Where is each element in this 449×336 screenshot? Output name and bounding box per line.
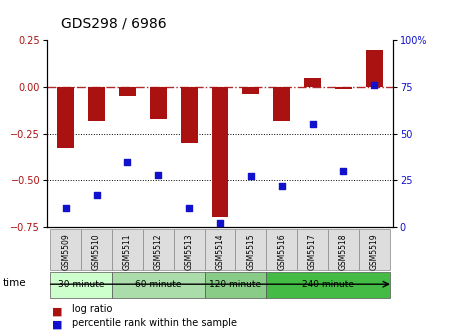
Text: GDS298 / 6986: GDS298 / 6986 xyxy=(61,17,166,31)
Bar xyxy=(119,87,136,96)
Bar xyxy=(50,272,112,298)
Text: percentile rank within the sample: percentile rank within the sample xyxy=(72,318,237,328)
Text: GSM5513: GSM5513 xyxy=(185,233,194,270)
Text: GSM5518: GSM5518 xyxy=(339,233,348,270)
Text: GSM5511: GSM5511 xyxy=(123,233,132,270)
Bar xyxy=(150,87,167,119)
Text: GSM5512: GSM5512 xyxy=(154,233,163,270)
Bar xyxy=(205,229,235,270)
Bar xyxy=(174,229,205,270)
Text: time: time xyxy=(2,278,26,288)
Bar xyxy=(359,229,390,270)
Bar xyxy=(266,229,297,270)
Point xyxy=(371,82,378,88)
Text: GSM5517: GSM5517 xyxy=(308,233,317,270)
Bar xyxy=(297,229,328,270)
Bar xyxy=(328,229,359,270)
Point xyxy=(340,168,347,173)
Bar xyxy=(112,229,143,270)
Bar xyxy=(266,272,390,298)
Point xyxy=(216,220,224,226)
Bar xyxy=(304,78,321,87)
Text: GSM5510: GSM5510 xyxy=(92,233,101,270)
Bar xyxy=(366,50,383,87)
Bar xyxy=(273,87,290,121)
Text: 120 minute: 120 minute xyxy=(209,280,261,289)
Text: GSM5514: GSM5514 xyxy=(216,233,224,270)
Point xyxy=(93,193,100,198)
Bar xyxy=(143,229,174,270)
Bar xyxy=(88,87,105,121)
Point xyxy=(247,174,255,179)
Point xyxy=(278,183,286,188)
Text: GSM5519: GSM5519 xyxy=(370,233,379,270)
Point xyxy=(62,206,69,211)
Point xyxy=(309,122,316,127)
Bar xyxy=(211,87,229,217)
Text: GSM5509: GSM5509 xyxy=(61,233,70,270)
Text: GSM5515: GSM5515 xyxy=(247,233,255,270)
Text: log ratio: log ratio xyxy=(72,304,112,314)
Point xyxy=(185,206,193,211)
Bar xyxy=(242,87,260,94)
Text: 60 minute: 60 minute xyxy=(135,280,181,289)
Bar xyxy=(81,229,112,270)
Bar xyxy=(57,87,74,149)
Text: ■: ■ xyxy=(52,306,62,316)
Text: 240 minute: 240 minute xyxy=(302,280,354,289)
Text: ■: ■ xyxy=(52,320,62,330)
Bar xyxy=(112,272,205,298)
Bar xyxy=(235,229,266,270)
Bar xyxy=(335,87,352,89)
Bar xyxy=(205,272,266,298)
Text: 30 minute: 30 minute xyxy=(58,280,104,289)
Point xyxy=(124,159,131,164)
Bar xyxy=(50,229,81,270)
Bar xyxy=(180,87,198,143)
Text: GSM5516: GSM5516 xyxy=(277,233,286,270)
Point xyxy=(154,172,162,177)
